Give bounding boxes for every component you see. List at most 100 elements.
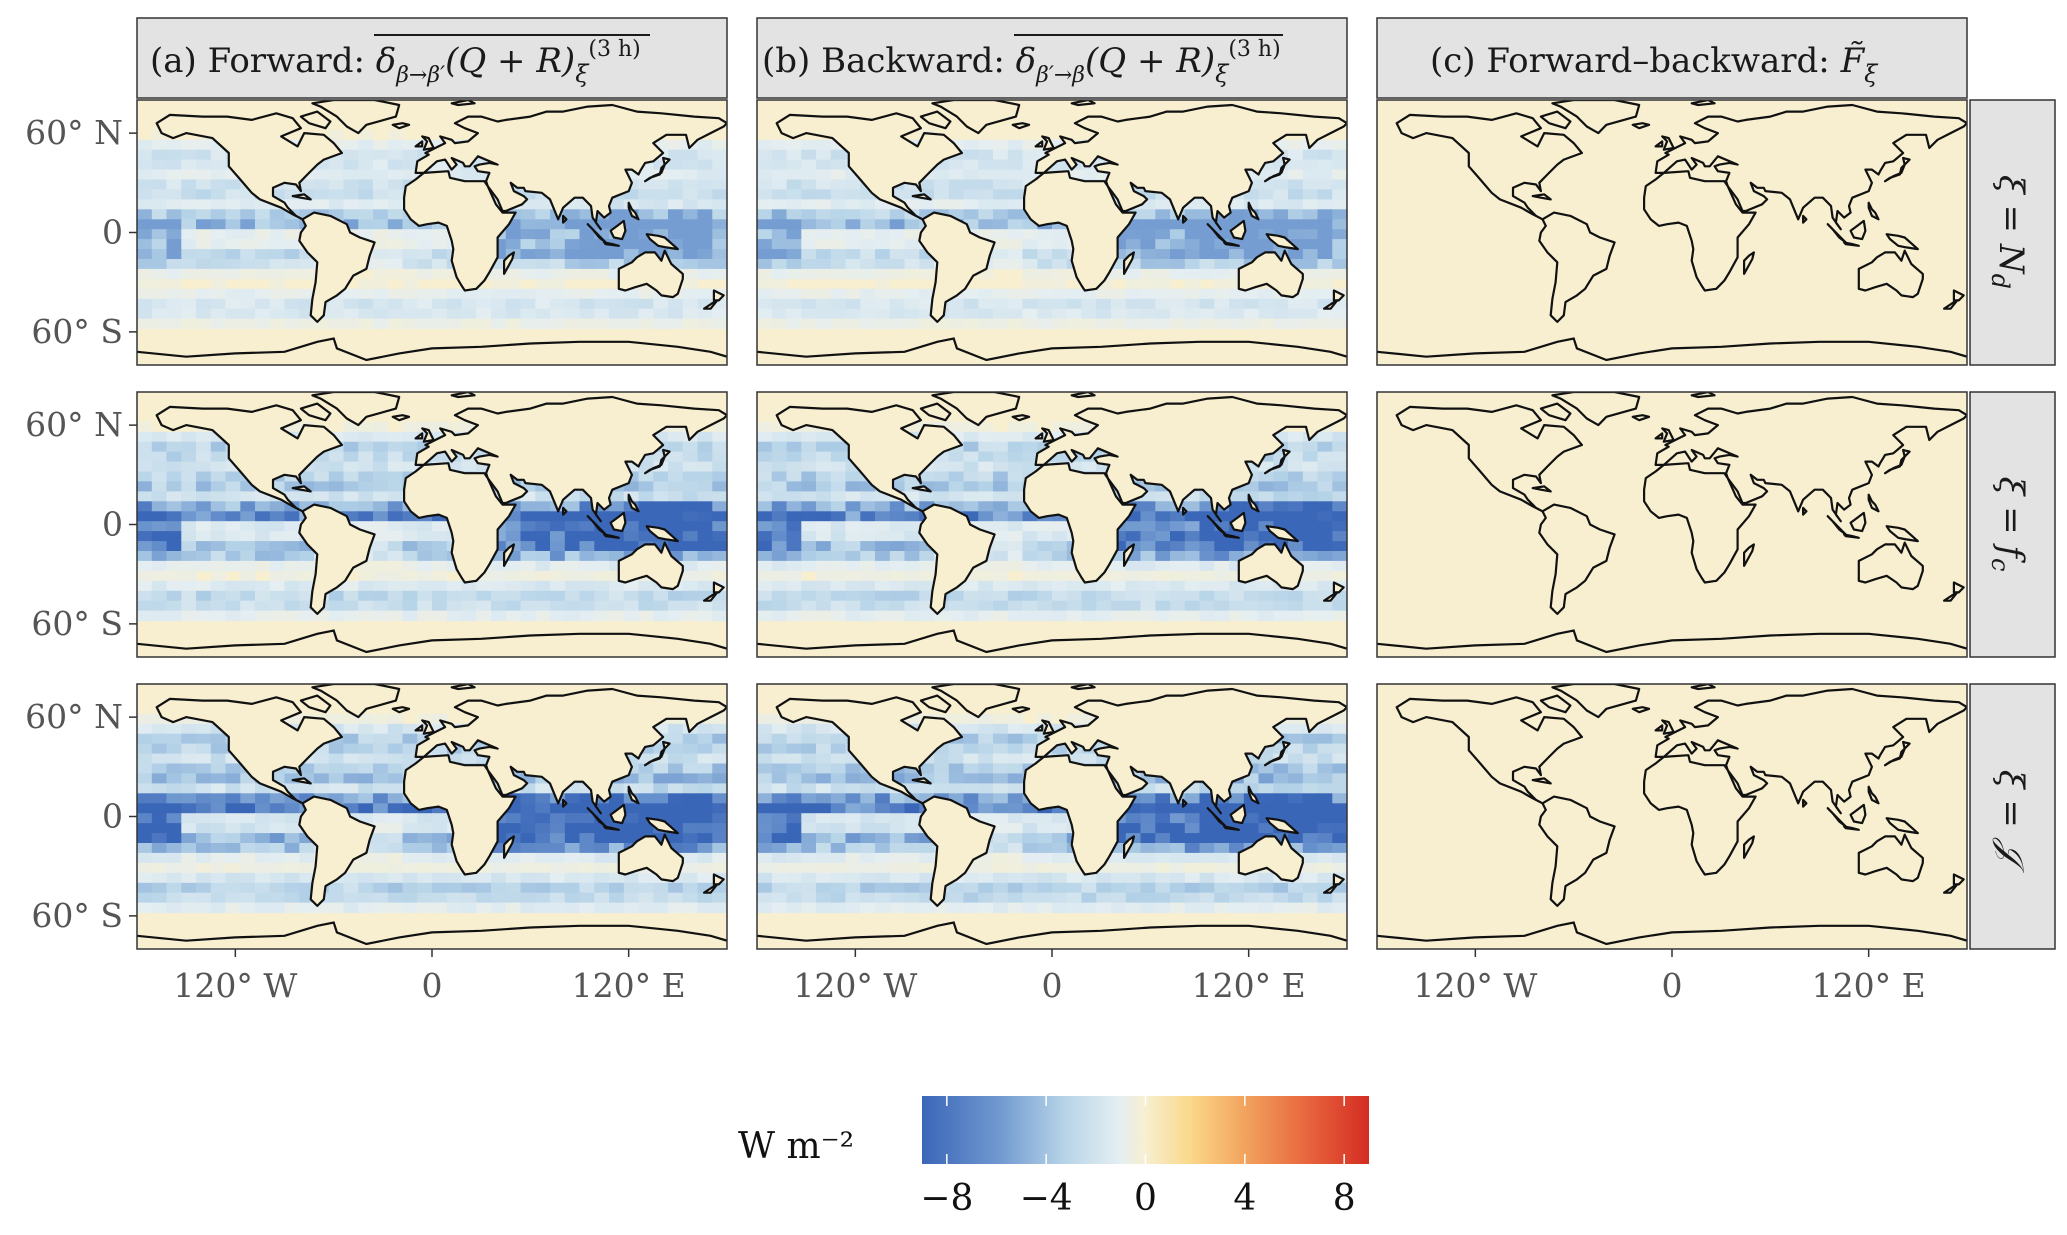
field-cell — [801, 843, 817, 854]
field-cell — [550, 239, 566, 250]
field-cell — [402, 239, 418, 250]
field-cell — [623, 902, 640, 914]
field-cell — [845, 501, 861, 512]
coastline — [311, 684, 401, 719]
field-cell — [1184, 843, 1201, 854]
field-cell — [240, 813, 256, 824]
field-cell — [919, 862, 935, 874]
field-cell — [889, 239, 906, 250]
field-cell — [181, 531, 197, 542]
field-cell — [860, 793, 876, 804]
field-cell — [904, 872, 920, 884]
field-cell — [1037, 713, 1053, 725]
field-cell — [520, 823, 536, 834]
coastline — [931, 392, 1021, 427]
field-cell — [1199, 580, 1215, 592]
field-cell — [181, 159, 197, 171]
field-cell — [860, 268, 876, 280]
field-cell — [816, 169, 832, 181]
field-cell — [697, 501, 713, 512]
field-cell — [1066, 892, 1083, 904]
field-cell — [137, 610, 153, 622]
field-cell — [1332, 149, 1347, 161]
field-cell — [934, 902, 950, 914]
field-cell — [564, 560, 581, 572]
field-cell — [786, 149, 802, 161]
field-cell — [358, 219, 374, 230]
coastline — [602, 241, 620, 247]
field-cell — [993, 773, 1009, 784]
field-cell — [993, 833, 1009, 844]
field-cell — [904, 239, 920, 250]
field-cell — [786, 753, 802, 765]
field-cell — [1170, 259, 1186, 270]
field-cell — [284, 803, 300, 814]
field-cell — [181, 189, 197, 200]
field-cell — [1288, 902, 1304, 914]
field-cell — [240, 521, 256, 532]
field-cell — [358, 511, 374, 522]
field-cell — [594, 872, 610, 884]
field-cell — [210, 551, 227, 562]
field-cell — [1229, 610, 1245, 622]
field-cell — [978, 268, 994, 280]
field-cell — [1066, 288, 1083, 300]
field-cell — [993, 570, 1009, 582]
field-cell — [830, 481, 847, 492]
field-cell — [771, 461, 788, 473]
coastline — [1690, 100, 1716, 107]
field-cell — [373, 833, 389, 844]
field-cell — [1125, 872, 1142, 884]
field-cell — [1170, 843, 1186, 854]
field-cell — [314, 481, 330, 492]
field-cell — [904, 862, 920, 874]
field-cell — [181, 600, 197, 612]
field-cell — [594, 902, 610, 914]
field-cell — [1214, 229, 1230, 240]
field-cell — [1066, 580, 1083, 592]
field-cell — [1022, 892, 1038, 904]
field-cell — [225, 541, 241, 552]
field-cell — [1332, 441, 1347, 453]
field-cell — [491, 862, 507, 874]
field-cell — [875, 803, 891, 814]
field-cell — [328, 902, 345, 914]
field-cell — [1332, 862, 1347, 874]
field-cell — [225, 219, 241, 230]
field-cell — [830, 733, 847, 745]
field-cell — [1302, 278, 1319, 290]
field-cell — [1111, 600, 1127, 612]
coastline — [1070, 100, 1096, 107]
coastline — [609, 803, 627, 825]
field-cell — [1273, 833, 1289, 844]
field-cell — [505, 803, 522, 814]
field-cell — [889, 793, 906, 804]
field-cell — [269, 318, 286, 330]
field-cell — [432, 259, 448, 270]
field-cell — [373, 551, 389, 562]
coastline — [1122, 835, 1136, 860]
field-cell — [904, 773, 920, 784]
field-cell — [137, 902, 153, 914]
field-cell — [816, 610, 832, 622]
field-cell — [801, 521, 817, 532]
field-cell — [373, 892, 389, 904]
field-cell — [564, 610, 581, 622]
field-cell — [875, 298, 891, 310]
field-cell — [1229, 882, 1245, 894]
field-cell — [520, 813, 536, 824]
field-cell — [550, 833, 566, 844]
field-cell — [638, 491, 654, 502]
field-cell — [1288, 743, 1304, 755]
field-cell — [1007, 159, 1024, 171]
field-cell — [963, 219, 979, 230]
field-cell — [343, 189, 359, 200]
field-cell — [535, 803, 551, 814]
field-cell — [1111, 852, 1127, 864]
field-cell — [181, 481, 197, 492]
panel-border — [1376, 391, 1968, 658]
field-cell — [137, 209, 153, 220]
panel-field — [137, 392, 727, 657]
field-cell — [860, 481, 876, 492]
field-cell — [1022, 461, 1038, 473]
